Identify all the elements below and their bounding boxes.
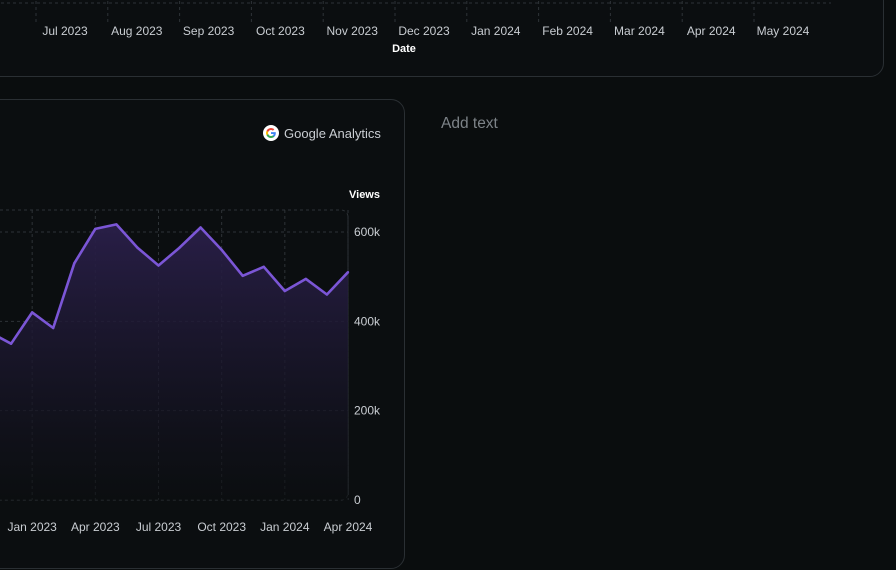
views-data-point <box>9 342 13 345</box>
views-data-point <box>115 223 118 226</box>
views-data-point <box>262 265 265 268</box>
y-tick-label: 400k <box>354 314 381 328</box>
top-x-tick-label: Jul 2023 <box>42 24 88 38</box>
views-chart-card: 600k 400k 200k 0 Jan 2023 Apr 2023 Jul 2023 Oc… <box>0 99 405 569</box>
top-chart-x-ticks: Jul 2023 Aug 2023 Sep 2023 Oct 2023 Nov 2023… <box>42 24 809 38</box>
y-tick-label: 0 <box>354 493 361 507</box>
top-chart-grid <box>35 0 755 23</box>
top-chart-x-title: Date <box>392 43 416 55</box>
x-tick-label: Jul 2023 <box>136 520 182 534</box>
top-x-tick-label: Aug 2023 <box>111 24 163 38</box>
views-data-point <box>325 293 329 296</box>
top-x-tick-label: Feb 2024 <box>542 24 593 38</box>
views-data-point <box>199 226 202 229</box>
source-label: Google Analytics <box>263 125 381 141</box>
views-chart-y-title: Views <box>349 189 380 201</box>
add-text-placeholder[interactable]: Add text <box>441 115 498 132</box>
views-data-point <box>283 289 286 293</box>
views-chart-y-ticks: 600k 400k 200k 0 <box>354 225 381 507</box>
views-chart-points <box>9 223 350 345</box>
google-icon <box>263 125 279 141</box>
top-x-tick-label: Apr 2024 <box>687 24 736 38</box>
views-data-point <box>346 271 350 274</box>
views-chart-area <box>0 224 348 500</box>
top-chart-svg: Jul 2023 Aug 2023 Sep 2023 Oct 2023 Nov 2023… <box>1 0 831 55</box>
views-chart-svg: 600k 400k 200k 0 Jan 2023 Apr 2023 Jul 2023 Oc… <box>0 189 381 534</box>
y-tick-label: 200k <box>354 404 381 418</box>
views-chart-x-ticks: Jan 2023 Apr 2023 Jul 2023 Oct 2023 Jan 2024… <box>7 520 372 534</box>
x-tick-label: Apr 2024 <box>324 520 373 534</box>
top-x-tick-label: May 2024 <box>757 24 810 38</box>
x-tick-label: Oct 2023 <box>197 520 246 534</box>
x-tick-label: Jan 2023 <box>7 520 57 534</box>
views-data-point <box>31 311 34 314</box>
top-x-tick-label: Oct 2023 <box>256 24 305 38</box>
top-x-tick-label: Jan 2024 <box>471 24 521 38</box>
x-tick-label: Jan 2024 <box>260 520 310 534</box>
views-data-point <box>94 227 97 231</box>
views-data-point <box>220 248 223 252</box>
top-chart-card: Jul 2023 Aug 2023 Sep 2023 Oct 2023 Nov 2023… <box>0 0 884 77</box>
views-data-point <box>241 274 244 277</box>
views-data-point <box>304 277 308 281</box>
views-data-point <box>73 262 76 265</box>
top-x-tick-label: Sep 2023 <box>183 24 235 38</box>
x-tick-label: Apr 2023 <box>71 520 120 534</box>
top-x-tick-label: Mar 2024 <box>614 24 665 38</box>
views-data-point <box>157 264 160 267</box>
top-x-tick-label: Dec 2023 <box>398 24 450 38</box>
y-tick-label: 600k <box>354 225 381 239</box>
views-data-point <box>136 246 139 249</box>
source-label-text: Google Analytics <box>284 125 381 141</box>
top-x-tick-label: Nov 2023 <box>327 24 379 38</box>
views-data-point <box>178 246 181 249</box>
views-data-point <box>52 326 55 330</box>
